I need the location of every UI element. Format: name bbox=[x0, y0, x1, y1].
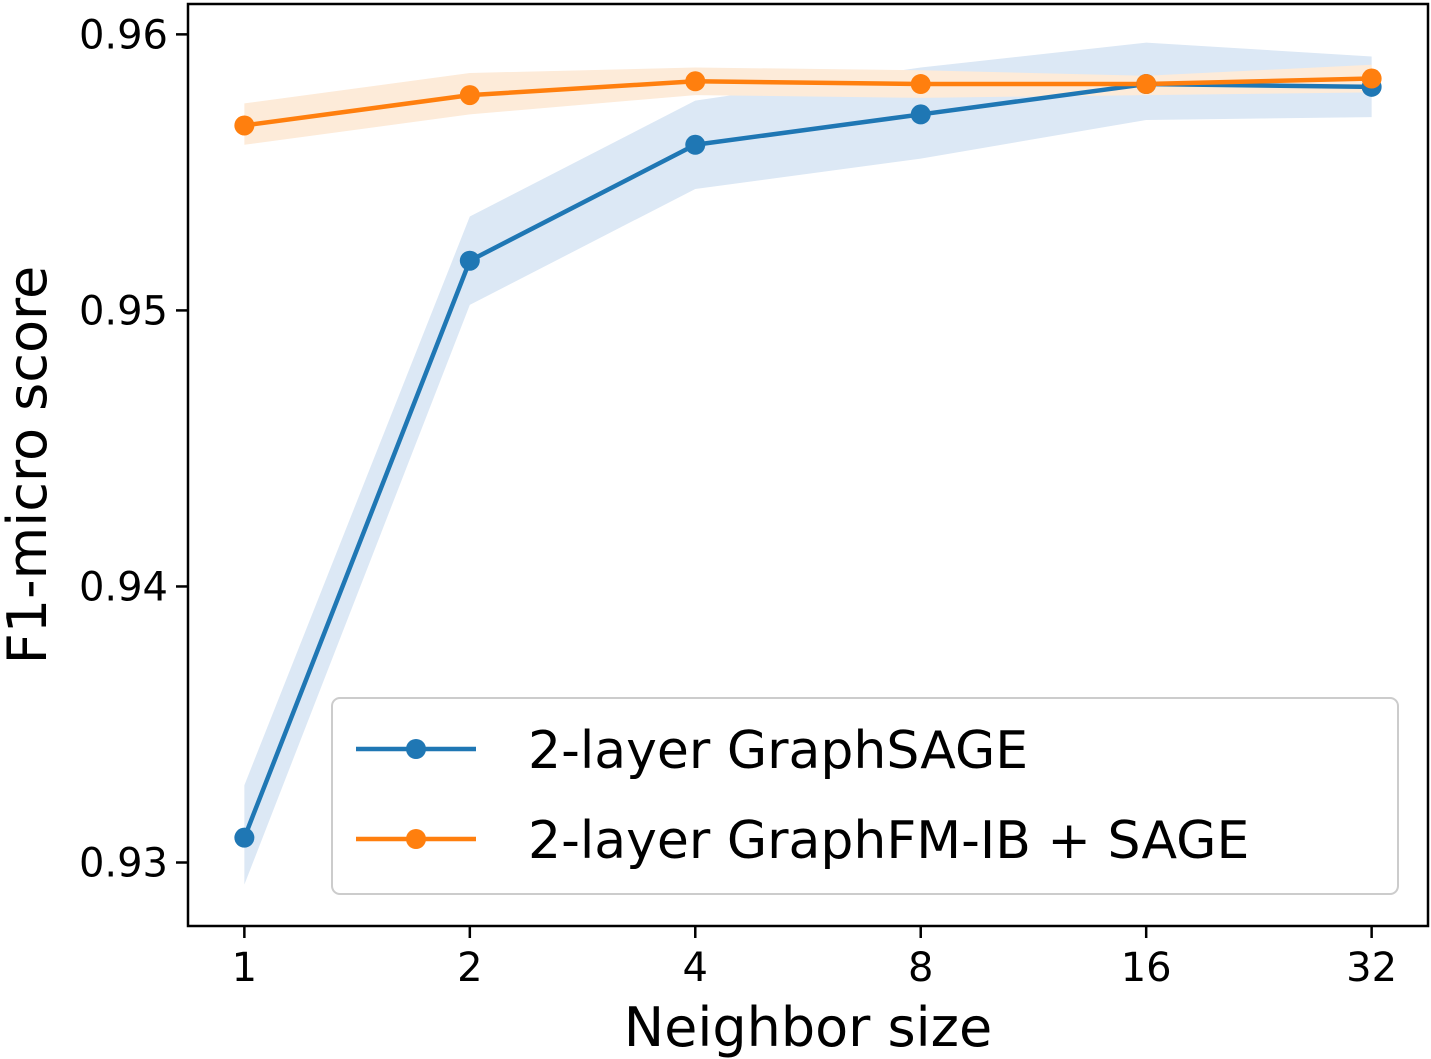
data-point-series-2-4 bbox=[910, 74, 931, 95]
data-point-series-1-4 bbox=[910, 104, 931, 125]
legend-label-2: 2-layer GraphFM-IB + SAGE bbox=[528, 811, 1249, 871]
data-points bbox=[234, 68, 1382, 848]
plot-frame bbox=[186, 2, 1430, 928]
confidence-band-series-1 bbox=[244, 42, 1372, 885]
series-lines bbox=[242, 76, 1374, 840]
legend-box bbox=[331, 697, 1399, 895]
y-tick-label: 0.94 bbox=[79, 564, 168, 610]
y-axis-label: F1-micro score bbox=[0, 266, 59, 665]
x-tick-label: 2 bbox=[457, 945, 482, 991]
legend-swatch-marker-1 bbox=[406, 739, 426, 759]
legend-swatch-marker-2 bbox=[406, 829, 426, 849]
data-point-series-1-1 bbox=[234, 827, 255, 848]
series-line-2 bbox=[242, 76, 1374, 128]
x-tick-label: 32 bbox=[1346, 945, 1397, 991]
x-axis-label: Neighbor size bbox=[624, 996, 993, 1059]
data-point-series-1-3 bbox=[685, 134, 706, 155]
legend: 2-layer GraphSAGE 2-layer GraphFM-IB + SA… bbox=[331, 697, 1399, 895]
data-point-series-2-6 bbox=[1361, 68, 1382, 89]
data-point-series-2-2 bbox=[459, 85, 480, 106]
x-tick-label: 16 bbox=[1121, 945, 1172, 991]
y-tick-label: 0.93 bbox=[79, 841, 168, 887]
data-point-series-1-2 bbox=[459, 250, 480, 271]
x-tick-label: 8 bbox=[908, 945, 933, 991]
x-tick-label: 1 bbox=[232, 945, 257, 991]
x-axis-ticks: 1 2 4 8 16 32 bbox=[232, 926, 1397, 991]
legend-label-1: 2-layer GraphSAGE bbox=[528, 721, 1028, 781]
y-tick-label: 0.95 bbox=[79, 288, 168, 334]
y-axis-ticks: 0.93 0.94 0.95 0.96 bbox=[79, 12, 188, 887]
data-point-series-2-5 bbox=[1136, 74, 1157, 95]
x-tick-label: 4 bbox=[683, 945, 708, 991]
data-point-series-2-1 bbox=[234, 115, 255, 136]
data-point-series-2-3 bbox=[685, 71, 706, 92]
y-tick-label: 0.96 bbox=[79, 12, 168, 58]
